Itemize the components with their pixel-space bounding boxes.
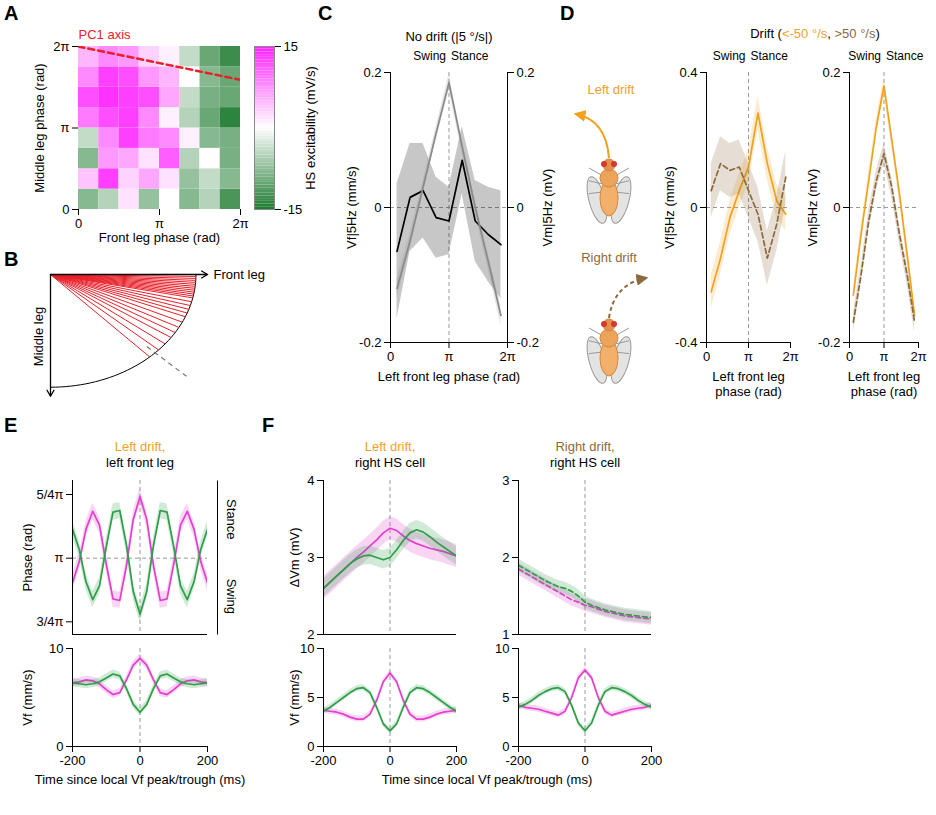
svg-text:Vf (mm/s): Vf (mm/s) — [20, 669, 35, 725]
svg-text:2π: 2π — [232, 216, 248, 231]
svg-text:0.2: 0.2 — [363, 65, 381, 80]
svg-text:-200: -200 — [310, 753, 336, 768]
svg-text:0: 0 — [374, 200, 381, 215]
svg-text:0.4: 0.4 — [679, 65, 697, 80]
svg-text:10: 10 — [300, 641, 314, 656]
svg-text:Middle leg: Middle leg — [31, 307, 46, 366]
svg-text:0: 0 — [502, 739, 509, 754]
svg-text:Right drift,: Right drift, — [555, 439, 614, 454]
svg-text:Stance: Stance — [886, 49, 924, 63]
svg-text:π: π — [445, 349, 454, 364]
svg-text:200: 200 — [641, 753, 663, 768]
svg-text:Left drift: Left drift — [588, 82, 635, 97]
svg-text:ΔVm (mV): ΔVm (mV) — [287, 528, 302, 588]
svg-text:5/4π: 5/4π — [36, 487, 63, 502]
svg-text:10: 10 — [49, 641, 63, 656]
html-text:Drift (<-50 °/s, >50 °/s): Drift (<-50 °/s, >50 °/s) — [750, 26, 880, 41]
svg-text:0: 0 — [387, 349, 394, 364]
svg-text:left front leg: left front leg — [106, 455, 174, 470]
html-text:B: B — [4, 248, 19, 270]
svg-text:-0.2: -0.2 — [818, 335, 840, 350]
svg-text:0: 0 — [75, 216, 82, 231]
svg-text:Vm|5Hz (mV): Vm|5Hz (mV) — [540, 169, 555, 247]
svg-text:2: 2 — [307, 627, 314, 642]
svg-text:3: 3 — [307, 550, 314, 565]
svg-text:0: 0 — [833, 200, 840, 215]
svg-text:Stance: Stance — [224, 499, 239, 539]
html-text:F: F — [262, 414, 275, 436]
svg-text:15: 15 — [284, 39, 298, 54]
svg-text:Left drift,: Left drift, — [115, 439, 166, 454]
svg-text:Stance: Stance — [451, 49, 489, 63]
svg-text:π: π — [880, 349, 889, 364]
svg-text:Front leg: Front leg — [214, 267, 265, 282]
svg-text:Vf|5Hz (mm/s): Vf|5Hz (mm/s) — [662, 166, 677, 249]
svg-text:Vm|5Hz (mV): Vm|5Hz (mV) — [805, 169, 820, 247]
html-text:E: E — [4, 414, 18, 436]
svg-text:π: π — [55, 550, 64, 565]
svg-text:Middle leg phase (rad): Middle leg phase (rad) — [32, 63, 47, 192]
svg-text:0: 0 — [703, 349, 710, 364]
svg-text:Swing: Swing — [224, 579, 239, 614]
svg-text:Left front leg phase (rad): Left front leg phase (rad) — [378, 369, 520, 384]
svg-text:200: 200 — [197, 753, 219, 768]
html-text:A: A — [4, 2, 19, 24]
svg-text:Right drift: Right drift — [581, 250, 637, 265]
svg-text:2π: 2π — [499, 349, 515, 364]
svg-text:5: 5 — [307, 690, 314, 705]
svg-text:0: 0 — [517, 200, 524, 215]
svg-text:0: 0 — [136, 753, 143, 768]
svg-text:Left front legphase (rad): Left front legphase (rad) — [712, 369, 784, 399]
svg-text:Front leg phase (rad): Front leg phase (rad) — [99, 230, 220, 245]
svg-text:0: 0 — [846, 349, 853, 364]
svg-text:right HS cell: right HS cell — [550, 455, 620, 470]
svg-text:Swing: Swing — [413, 49, 446, 63]
svg-text:0: 0 — [62, 202, 69, 217]
svg-text:0: 0 — [56, 739, 63, 754]
svg-text:2: 2 — [502, 550, 509, 565]
svg-text:π: π — [744, 349, 753, 364]
svg-text:Vf (mm/s): Vf (mm/s) — [287, 669, 302, 725]
svg-text:Left front legphase (rad): Left front legphase (rad) — [848, 369, 920, 399]
svg-text:4: 4 — [307, 473, 314, 488]
html-text:Time since local Vf peak/troug: Time since local Vf peak/trough (ms) — [381, 772, 593, 787]
svg-text:HS excitability (mV/s): HS excitability (mV/s) — [303, 66, 318, 190]
svg-text:1: 1 — [502, 627, 509, 642]
svg-text:2π: 2π — [910, 349, 926, 364]
svg-text:0.2: 0.2 — [517, 65, 535, 80]
svg-text:π: π — [155, 216, 164, 231]
svg-text:π: π — [61, 120, 70, 135]
svg-text:right HS cell: right HS cell — [355, 455, 425, 470]
svg-text:-200: -200 — [59, 753, 85, 768]
svg-text:2π: 2π — [53, 39, 69, 54]
svg-text:Vf|5Hz (mm/s): Vf|5Hz (mm/s) — [344, 166, 359, 249]
svg-text:PC1 axis: PC1 axis — [79, 27, 132, 42]
svg-text:Stance: Stance — [751, 49, 789, 63]
svg-text:5: 5 — [502, 690, 509, 705]
svg-text:-0.4: -0.4 — [675, 335, 697, 350]
svg-text:0: 0 — [386, 753, 393, 768]
svg-text:Swing: Swing — [848, 49, 881, 63]
svg-text:Swing: Swing — [713, 49, 746, 63]
svg-text:3: 3 — [502, 473, 509, 488]
svg-text:3/4π: 3/4π — [36, 614, 63, 629]
svg-text:0: 0 — [307, 739, 314, 754]
svg-text:-200: -200 — [505, 753, 531, 768]
svg-text:0: 0 — [581, 753, 588, 768]
svg-text:10: 10 — [495, 641, 509, 656]
svg-text:-15: -15 — [284, 202, 303, 217]
svg-text:200: 200 — [446, 753, 468, 768]
svg-text:-0.2: -0.2 — [517, 335, 539, 350]
svg-text:0.2: 0.2 — [822, 65, 840, 80]
svg-text:Left drift,: Left drift, — [365, 439, 416, 454]
svg-text:2π: 2π — [782, 349, 798, 364]
svg-text:No drift (|5 °/s|): No drift (|5 °/s|) — [405, 29, 492, 44]
svg-text:Phase (rad): Phase (rad) — [20, 524, 35, 592]
svg-text:0: 0 — [690, 200, 697, 215]
html-text:Time since local Vf peak/troug: Time since local Vf peak/trough (ms) — [34, 772, 246, 787]
html-text:C: C — [318, 2, 333, 24]
html-text:D: D — [560, 2, 575, 24]
svg-text:-0.2: -0.2 — [359, 335, 381, 350]
